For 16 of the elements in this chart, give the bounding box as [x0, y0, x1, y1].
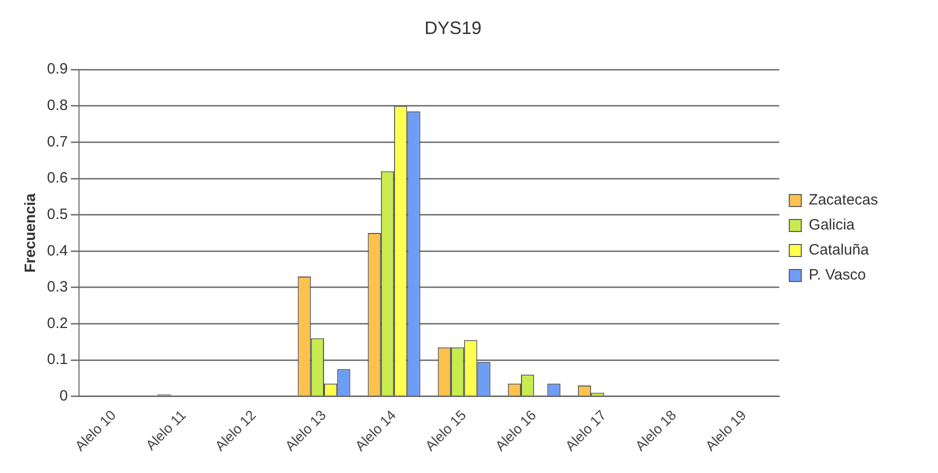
- legend-label: Cataluña: [808, 242, 870, 259]
- y-tick-label: 0.7: [46, 133, 68, 150]
- legend-label: Galicia: [808, 216, 856, 234]
- y-tick-label: 0.2: [46, 314, 68, 332]
- legend-label: P. Vasco: [808, 266, 866, 284]
- y-tick-label: 0.1: [46, 351, 68, 368]
- y-tick-label: 0.5: [46, 206, 68, 223]
- y-tick-label: 0.3: [46, 278, 68, 296]
- legend-label: Zacatecas: [808, 192, 878, 209]
- y-tick-label: 0.8: [46, 97, 68, 114]
- y-tick-label: 0.6: [46, 170, 68, 187]
- y-tick-label: 0: [60, 387, 68, 404]
- y-tick-label: 0.9: [46, 60, 68, 78]
- y-axis-title: Frecuencia: [22, 192, 40, 273]
- y-tick-label: 0.4: [46, 242, 68, 260]
- chart-title: DYS19: [424, 18, 482, 38]
